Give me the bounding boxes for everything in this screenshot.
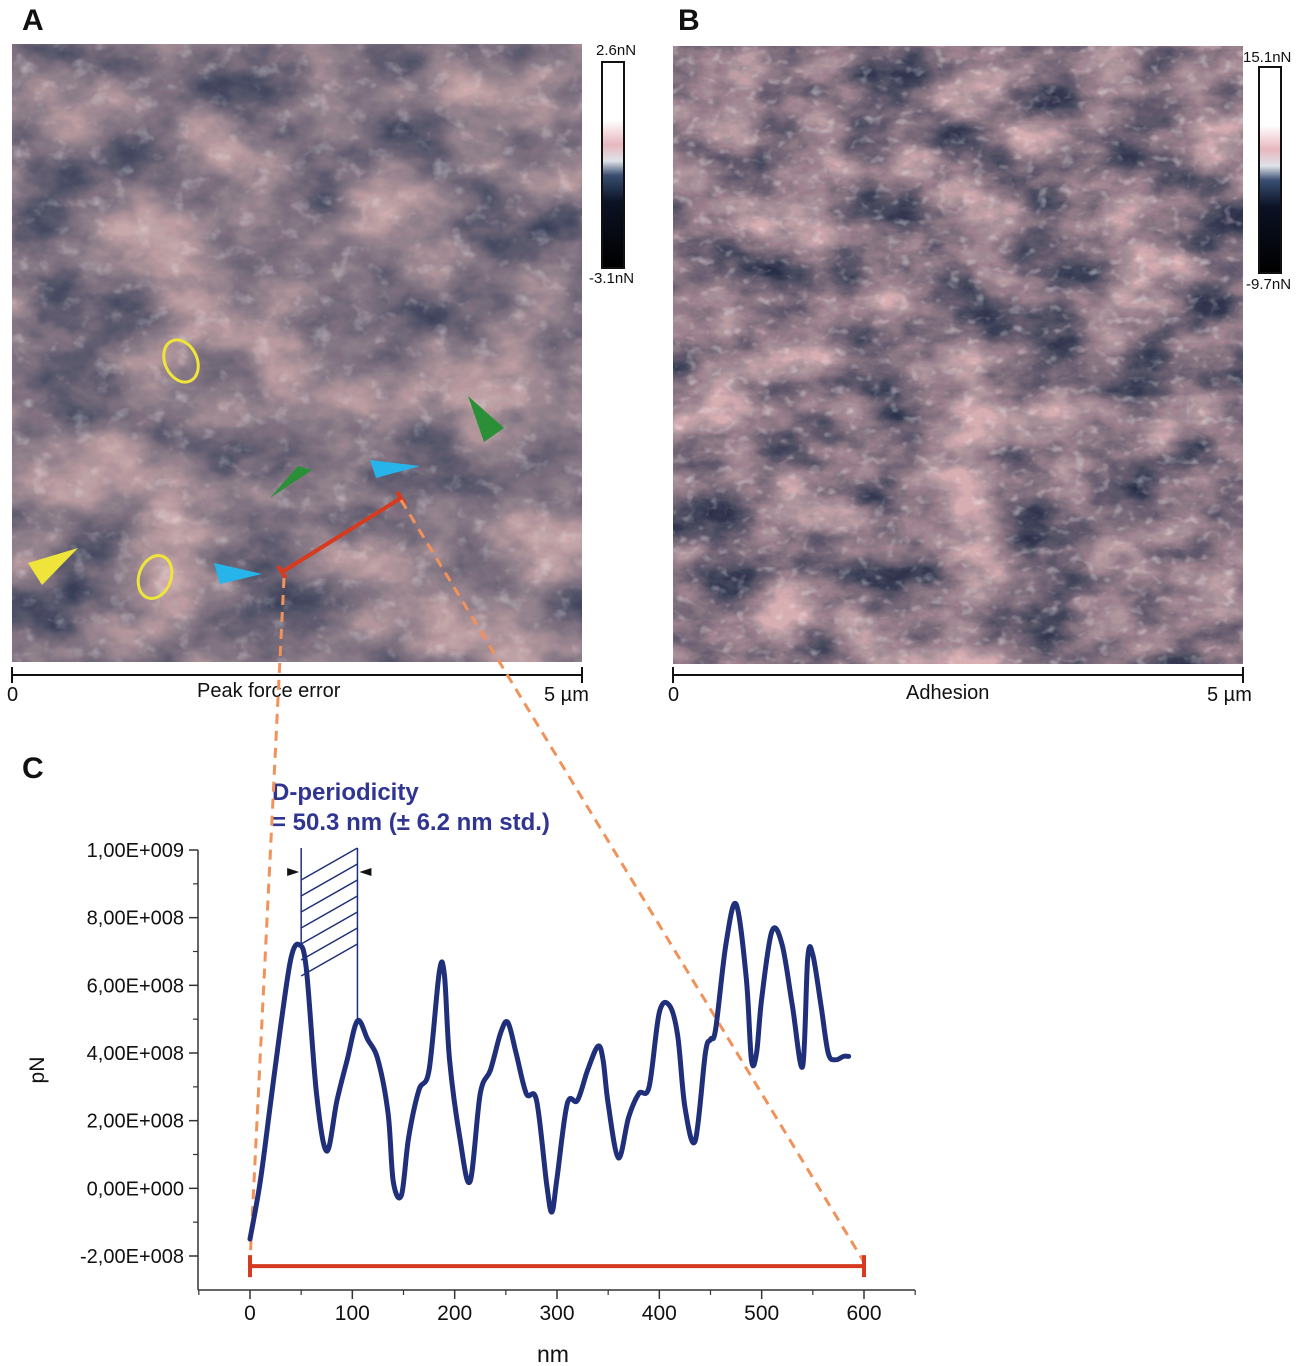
d-periodicity-annotation: D-periodicity = 50.3 nm (± 6.2 nm std.) (272, 778, 550, 838)
x-tick-label: 400 (642, 1302, 677, 1325)
y-tick-label: -2,00E+008 (80, 1246, 184, 1268)
green-arrowhead-marker (270, 466, 312, 498)
y-tick-label: 1,00E+009 (87, 840, 184, 862)
y-axis-label: pN (26, 1057, 49, 1084)
zoom-guide-left (248, 577, 286, 1263)
colorbar-a-max-label: 2.6nN (596, 42, 637, 59)
periodicity-arrow (359, 868, 372, 876)
force-profile-chart: -2,00E+008 0,00E+000 2,00E+008 4,00E+008 6,0… (26, 840, 916, 1366)
colorbar-a (601, 61, 625, 269)
scale-a-channel-label: Peak force error (197, 680, 341, 702)
x-tick-label: 600 (846, 1302, 881, 1325)
fibril-ellipse-marker (162, 338, 200, 384)
scale-bar-a (11, 667, 583, 683)
periodicity-hatch (300, 895, 358, 929)
yellow-arrowhead-marker (28, 548, 78, 585)
zoom-guide-right (399, 499, 866, 1263)
y-tick-label: 8,00E+008 (87, 908, 184, 930)
y-tick-label: 0,00E+000 (87, 1178, 184, 1200)
x-tick-label: 500 (744, 1302, 779, 1325)
afm-image-adhesion (673, 46, 1243, 664)
x-tick-label: 200 (437, 1302, 472, 1325)
cyan-arrowhead-marker (214, 563, 262, 584)
colorbar-a-min-label: -3.1nN (589, 270, 635, 287)
periodicity-hatch (300, 911, 358, 945)
periodicity-hatch (300, 927, 358, 961)
scale-bar-b (672, 667, 1244, 683)
x-axis-label: nm (537, 1341, 569, 1366)
periodicity-hatch (300, 879, 358, 913)
green-arrowhead-marker (468, 396, 504, 442)
y-tick-label: 6,00E+008 (87, 975, 184, 997)
x-tick-label: 300 (539, 1302, 574, 1325)
periodicity-hatch (300, 863, 358, 897)
scale-b-end-label: 5 µm (1207, 684, 1252, 706)
y-tick-label: 4,00E+008 (87, 1043, 184, 1065)
d-periodicity-line2: = 50.3 nm (± 6.2 nm std.) (272, 809, 550, 836)
d-periodicity-line1: D-periodicity (272, 779, 419, 806)
scale-a-end-label: 5 µm (544, 684, 589, 706)
periodicity-hatch (300, 847, 358, 881)
panel-label-a: A (22, 4, 44, 37)
y-tick-label: 2,00E+008 (87, 1111, 184, 1133)
panel-label-c: C (22, 752, 44, 785)
scale-b-start-label: 0 (668, 684, 680, 706)
periodicity-hatch (300, 943, 358, 977)
section-line-in-image (276, 490, 407, 580)
panel-label-b: B (678, 4, 700, 37)
scale-b-channel-label: Adhesion (906, 682, 990, 704)
scale-a-start-label: 0 (7, 684, 19, 706)
x-tick-label: 100 (335, 1302, 370, 1325)
x-tick-label: 0 (244, 1302, 256, 1325)
cyan-arrowhead-marker (370, 460, 420, 478)
fibril-ellipse-marker (136, 554, 174, 600)
periodicity-arrow (287, 868, 300, 876)
colorbar-b (1258, 66, 1282, 274)
colorbar-b-max-label: 15.1nN (1243, 49, 1292, 66)
afm-image-peak-force-error (12, 44, 582, 662)
force-profile-line (247, 900, 852, 1242)
colorbar-b-min-label: -9.7nN (1246, 276, 1292, 293)
